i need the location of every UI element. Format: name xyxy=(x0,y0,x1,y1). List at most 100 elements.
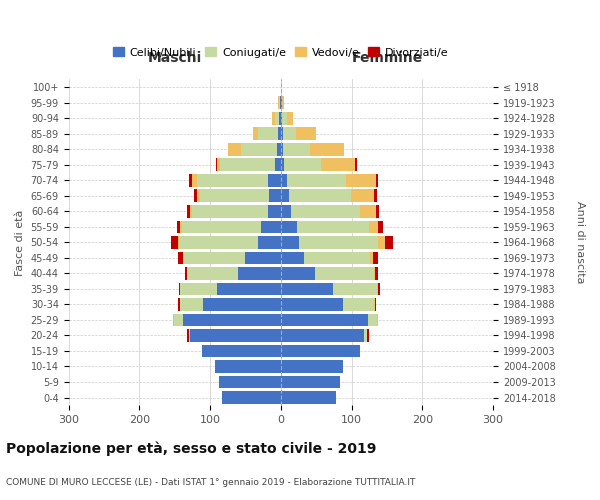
Text: Maschi: Maschi xyxy=(148,51,202,65)
Bar xyxy=(374,298,375,311)
Bar xyxy=(281,329,364,342)
Bar xyxy=(281,158,284,171)
Bar xyxy=(281,128,283,140)
Bar xyxy=(268,205,281,218)
Bar xyxy=(281,236,299,248)
Bar xyxy=(282,112,287,124)
Bar xyxy=(173,314,174,326)
Bar xyxy=(179,236,258,248)
Bar xyxy=(283,128,296,140)
Bar xyxy=(351,190,374,202)
Bar xyxy=(268,174,281,186)
Bar xyxy=(364,329,367,342)
Bar xyxy=(373,252,378,264)
Bar xyxy=(241,143,277,156)
Bar xyxy=(280,96,281,109)
Bar xyxy=(281,252,304,264)
Bar xyxy=(180,298,203,311)
Y-axis label: Anni di nascita: Anni di nascita xyxy=(575,201,585,283)
Bar xyxy=(281,314,368,326)
Bar xyxy=(281,391,336,404)
Bar xyxy=(281,143,283,156)
Bar xyxy=(374,190,377,202)
Bar xyxy=(281,298,343,311)
Bar xyxy=(197,190,200,202)
Bar xyxy=(281,267,315,280)
Bar xyxy=(299,236,379,248)
Bar xyxy=(376,205,379,218)
Bar xyxy=(287,112,293,124)
Bar xyxy=(377,314,379,326)
Bar xyxy=(281,190,289,202)
Bar xyxy=(189,329,190,342)
Bar xyxy=(310,143,344,156)
Bar xyxy=(375,267,378,280)
Bar xyxy=(179,282,181,296)
Bar xyxy=(379,220,383,233)
Bar xyxy=(269,190,281,202)
Text: Popolazione per età, sesso e stato civile - 2019: Popolazione per età, sesso e stato civil… xyxy=(6,441,376,456)
Bar xyxy=(375,298,376,311)
Bar xyxy=(379,236,385,248)
Bar xyxy=(275,112,280,124)
Bar xyxy=(187,329,189,342)
Bar xyxy=(283,143,310,156)
Bar xyxy=(289,190,351,202)
Bar xyxy=(304,252,370,264)
Bar xyxy=(203,298,281,311)
Bar xyxy=(182,220,261,233)
Bar xyxy=(258,236,281,248)
Y-axis label: Fasce di età: Fasce di età xyxy=(15,209,25,276)
Bar xyxy=(220,158,275,171)
Bar xyxy=(215,360,281,373)
Bar xyxy=(228,143,241,156)
Bar xyxy=(282,96,284,109)
Bar xyxy=(376,174,378,186)
Bar xyxy=(277,143,281,156)
Bar xyxy=(368,314,377,326)
Bar xyxy=(281,282,332,296)
Bar xyxy=(178,252,183,264)
Bar xyxy=(245,252,281,264)
Bar xyxy=(171,236,178,248)
Bar xyxy=(370,252,373,264)
Legend: Celibi/Nubili, Coniugati/e, Vedovi/e, Divorziati/e: Celibi/Nubili, Coniugati/e, Vedovi/e, Di… xyxy=(109,42,453,62)
Bar xyxy=(183,252,245,264)
Bar xyxy=(281,174,287,186)
Bar xyxy=(192,205,268,218)
Bar xyxy=(355,158,356,171)
Bar xyxy=(281,376,340,388)
Bar xyxy=(360,205,376,218)
Bar xyxy=(296,128,316,140)
Bar xyxy=(177,220,181,233)
Bar xyxy=(343,298,374,311)
Bar xyxy=(216,158,217,171)
Bar xyxy=(183,314,281,326)
Bar xyxy=(197,174,268,186)
Bar xyxy=(187,205,190,218)
Bar xyxy=(281,220,297,233)
Bar xyxy=(174,314,183,326)
Bar xyxy=(218,376,281,388)
Bar xyxy=(379,282,380,296)
Bar xyxy=(281,112,282,124)
Bar xyxy=(287,174,346,186)
Bar xyxy=(202,344,281,358)
Bar xyxy=(272,112,275,124)
Bar xyxy=(185,267,187,280)
Bar xyxy=(281,96,282,109)
Text: COMUNE DI MURO LECCESE (LE) - Dati ISTAT 1° gennaio 2019 - Elaborazione TUTTITAL: COMUNE DI MURO LECCESE (LE) - Dati ISTAT… xyxy=(6,478,415,487)
Bar xyxy=(291,205,360,218)
Bar xyxy=(217,282,281,296)
Bar xyxy=(222,391,281,404)
Bar xyxy=(190,205,192,218)
Bar xyxy=(194,190,197,202)
Bar xyxy=(315,267,374,280)
Bar xyxy=(281,344,360,358)
Bar xyxy=(280,112,281,124)
Bar xyxy=(281,360,343,373)
Bar xyxy=(238,267,281,280)
Bar xyxy=(200,190,269,202)
Bar xyxy=(181,282,217,296)
Bar xyxy=(217,158,220,171)
